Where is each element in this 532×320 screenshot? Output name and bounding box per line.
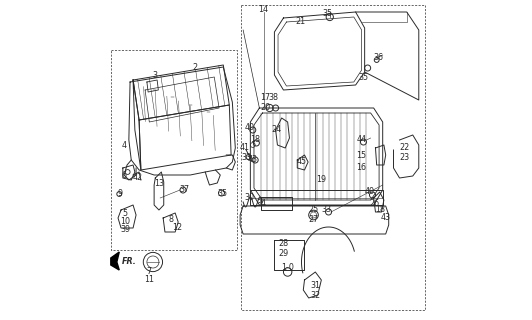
Text: 26: 26 — [369, 199, 379, 209]
Text: 19: 19 — [317, 175, 327, 185]
Text: 37: 37 — [179, 186, 189, 195]
Text: 16: 16 — [356, 164, 366, 172]
Text: 14: 14 — [259, 5, 269, 14]
Text: 5: 5 — [123, 209, 128, 218]
Text: 35: 35 — [322, 10, 332, 19]
Text: 39: 39 — [120, 226, 130, 235]
Text: 27: 27 — [309, 215, 319, 225]
Text: 45: 45 — [296, 157, 306, 166]
Text: 44: 44 — [356, 135, 367, 145]
Text: 40: 40 — [245, 124, 255, 132]
Text: 7: 7 — [147, 267, 152, 276]
Text: 10: 10 — [120, 217, 130, 226]
Text: 35: 35 — [217, 188, 227, 197]
Text: 12: 12 — [172, 223, 182, 233]
Text: 43: 43 — [381, 213, 390, 222]
Text: 42: 42 — [132, 173, 143, 182]
Polygon shape — [111, 252, 119, 270]
Text: 21: 21 — [296, 18, 306, 27]
Text: 33: 33 — [321, 205, 331, 214]
Text: 30: 30 — [244, 194, 254, 203]
Text: 22: 22 — [399, 143, 410, 153]
Text: 13: 13 — [154, 179, 164, 188]
Text: 20: 20 — [260, 103, 270, 113]
Text: 41: 41 — [239, 143, 250, 153]
Text: 28: 28 — [278, 239, 288, 249]
Text: 17: 17 — [260, 93, 270, 102]
Text: 31: 31 — [310, 281, 320, 290]
Text: 18: 18 — [375, 205, 385, 214]
Text: 33: 33 — [241, 153, 251, 162]
Text: 24: 24 — [272, 125, 282, 134]
Text: 15: 15 — [356, 150, 366, 159]
Text: 34: 34 — [256, 199, 266, 209]
Text: 9: 9 — [117, 189, 122, 198]
Text: 6: 6 — [121, 171, 127, 180]
Text: FR.: FR. — [121, 257, 136, 266]
Text: 38: 38 — [268, 93, 278, 102]
Text: 1-0: 1-0 — [281, 263, 294, 273]
Text: 18: 18 — [250, 135, 260, 145]
Text: 25: 25 — [309, 205, 319, 214]
Text: 32: 32 — [310, 291, 320, 300]
Text: 3: 3 — [153, 70, 158, 79]
Text: 23: 23 — [400, 154, 410, 163]
Text: 36: 36 — [373, 53, 384, 62]
Text: 4: 4 — [121, 140, 127, 149]
Text: 11: 11 — [144, 275, 154, 284]
Text: 43: 43 — [247, 156, 257, 164]
Text: 2: 2 — [193, 63, 197, 73]
Text: 29: 29 — [278, 250, 288, 259]
Text: 8: 8 — [169, 215, 173, 225]
Text: 35: 35 — [359, 74, 369, 83]
Text: 40: 40 — [364, 188, 375, 196]
